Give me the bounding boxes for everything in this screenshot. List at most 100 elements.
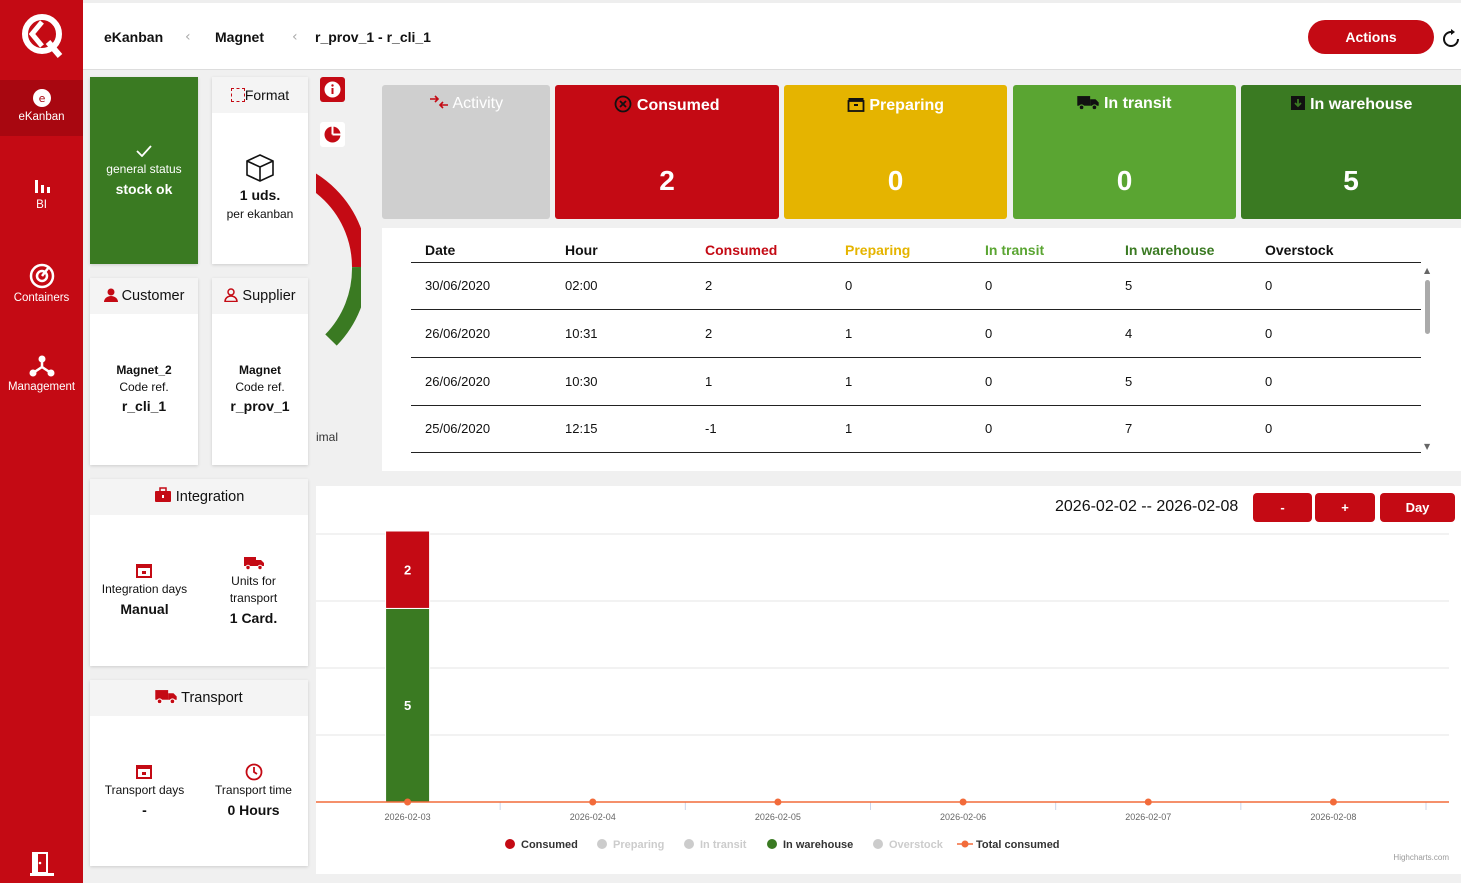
activity-table-card: Date Hour Consumed Preparing In transit …: [382, 228, 1461, 471]
truck-icon: [155, 690, 178, 705]
containers-icon: [29, 263, 54, 289]
stat-label-text: In transit: [1103, 95, 1172, 112]
cell-in-warehouse: 7: [1111, 405, 1251, 454]
nav-item-management[interactable]: Management: [0, 354, 83, 393]
transport-title: Transport: [181, 690, 243, 706]
col-in-transit[interactable]: In transit: [971, 238, 1111, 263]
bar-chart-icon: [34, 180, 50, 193]
transport-time-value: 0 Hours: [227, 802, 280, 818]
supplier-title: Supplier: [242, 288, 296, 304]
stat-consumed[interactable]: Consumed 2: [555, 85, 779, 219]
data-label: 2: [404, 563, 411, 578]
cell-date: 26/06/2020: [411, 309, 551, 358]
table-row[interactable]: 25/06/2020 12:15 -1 1 0 7 0: [411, 405, 1421, 454]
legend-item: In warehouse: [783, 839, 853, 851]
breadcrumb-magnet[interactable]: Magnet: [215, 29, 264, 45]
units-label-1: Units for: [231, 574, 276, 588]
legend-marker: [597, 839, 607, 849]
col-preparing[interactable]: Preparing: [831, 238, 971, 263]
chart-card: 2026-02-02 -- 2026-02-08 - + Day 5 2 2026-…: [316, 486, 1461, 874]
stat-in-warehouse[interactable]: In warehouse 5: [1241, 85, 1461, 219]
legend-item: Total consumed: [976, 839, 1060, 851]
nav-item-ekanban[interactable]: e eKanban: [0, 80, 83, 136]
legend-item: Consumed: [521, 839, 578, 851]
stat-label-text: Activity: [452, 95, 504, 112]
prev-range-button[interactable]: -: [1253, 493, 1312, 522]
table-scrollbar[interactable]: ▲ ▼: [1423, 266, 1432, 452]
table-row[interactable]: 30/06/2020 02:00 2 0 0 5 0: [411, 262, 1421, 311]
col-consumed[interactable]: Consumed: [691, 238, 831, 263]
refresh-icon[interactable]: [1443, 29, 1459, 49]
cell-in-warehouse: 5: [1111, 262, 1251, 311]
customer-ref: r_cli_1: [121, 398, 167, 414]
customer-ref-label: Code ref.: [119, 380, 169, 394]
status-label: general status: [106, 162, 182, 176]
nav-item-containers[interactable]: Containers: [0, 263, 83, 304]
stat-in-warehouse-label: In warehouse: [1241, 95, 1461, 114]
stat-preparing-label: Preparing: [784, 95, 1007, 115]
user-outline-icon: [224, 288, 239, 303]
col-hour[interactable]: Hour: [551, 238, 691, 263]
box-icon: [246, 154, 274, 182]
col-in-warehouse[interactable]: In warehouse: [1111, 238, 1251, 263]
warehouse-icon: [1290, 96, 1305, 110]
breadcrumb-current: r_prov_1 - r_cli_1: [315, 29, 431, 45]
cell-in-warehouse: 4: [1111, 309, 1251, 358]
table-row[interactable]: 26/06/2020 10:31 2 1 0 4 0: [411, 309, 1421, 358]
next-range-button[interactable]: +: [1315, 493, 1375, 522]
nav-label: Containers: [13, 292, 70, 304]
x-tick-label: 2026-02-04: [570, 812, 616, 822]
breadcrumb-ekanban[interactable]: eKanban: [104, 29, 164, 45]
donut-panel: imal: [316, 75, 376, 470]
col-date[interactable]: Date: [411, 238, 551, 263]
cell-in-transit: 0: [971, 309, 1111, 358]
stat-in-transit[interactable]: In transit 0: [1013, 85, 1236, 219]
format-header: Format: [212, 77, 308, 113]
integration-card: Integration Integration days Manual Unit…: [90, 479, 308, 666]
calendar-icon: [136, 564, 152, 578]
info-button[interactable]: [320, 77, 345, 102]
cell-preparing: 1: [831, 405, 971, 454]
legend-item: Overstock: [889, 839, 944, 851]
legend-marker: [505, 839, 515, 849]
stat-in-warehouse-value: 5: [1343, 165, 1359, 196]
col-overstock[interactable]: Overstock: [1251, 238, 1421, 263]
data-label: 5: [404, 698, 411, 713]
scroll-down-icon[interactable]: ▼: [1424, 442, 1431, 451]
legend-marker: [961, 840, 969, 848]
period-button[interactable]: Day: [1380, 493, 1455, 522]
exit-icon[interactable]: [30, 850, 54, 876]
truck-icon: [244, 557, 264, 570]
cell-date: 30/06/2020: [411, 262, 551, 311]
table-header-row: Date Hour Consumed Preparing In transit …: [411, 238, 1421, 263]
donut-label: imal: [316, 430, 339, 444]
stat-consumed-label: Consumed: [555, 95, 779, 115]
table-row[interactable]: 26/06/2020 10:30 1 1 0 5 0: [411, 357, 1421, 406]
clock-icon: [245, 763, 263, 781]
user-icon: [103, 288, 118, 302]
integration-header: Integration: [90, 479, 308, 515]
bar-in-warehouse: [385, 607, 431, 803]
nav-item-bi[interactable]: BI: [0, 176, 83, 211]
stat-in-transit-value: 0: [1116, 165, 1133, 196]
legend-item: Preparing: [613, 839, 664, 851]
stat-activity[interactable]: Activity: [382, 85, 550, 219]
scroll-thumb[interactable]: [1425, 280, 1430, 334]
stat-preparing-value: 0: [887, 165, 904, 196]
app-logo[interactable]: [20, 12, 64, 58]
cell-overstock: 0: [1251, 357, 1421, 406]
truck-icon: [1077, 96, 1100, 111]
nav-label: BI: [36, 199, 47, 211]
date-range: 2026-02-02 -- 2026-02-08: [1055, 498, 1239, 515]
scroll-up-icon[interactable]: ▲: [1424, 266, 1431, 275]
cell-overstock: 0: [1251, 262, 1421, 311]
cell-hour: 10:31: [551, 309, 691, 358]
integration-days-label: Integration days: [101, 582, 188, 596]
pie-toggle-button[interactable]: [320, 122, 345, 147]
actions-button[interactable]: Actions: [1308, 20, 1434, 54]
supplier-ref-label: Code ref.: [235, 380, 285, 394]
cell-hour: 12:15: [551, 405, 691, 454]
format-card: Format 1 uds. per ekanban: [212, 77, 308, 264]
stat-preparing[interactable]: Preparing 0: [784, 85, 1007, 219]
format-icon: [230, 88, 245, 102]
